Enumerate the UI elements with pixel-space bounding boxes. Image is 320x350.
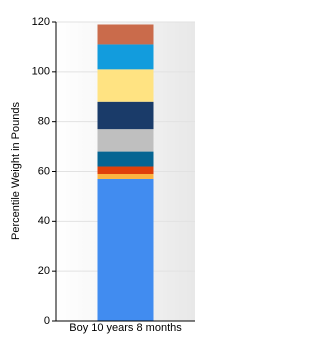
bar-segment — [97, 69, 154, 102]
y-tick-label: 100 — [32, 66, 50, 78]
bar-segment — [97, 173, 154, 179]
bar-segment — [97, 129, 154, 152]
bar-segment — [97, 24, 154, 45]
y-tick-label: 20 — [38, 265, 50, 277]
y-axis-label: Percentile Weight in Pounds — [10, 102, 22, 240]
y-tick-label: 120 — [32, 16, 50, 28]
bar-segment — [97, 151, 154, 167]
bar-segment — [97, 44, 154, 70]
y-tick-label: 60 — [38, 165, 50, 177]
chart: Percentile Weight in Pounds 0 20 40 60 80 100… — [10, 16, 195, 334]
bar-segment — [97, 101, 154, 130]
y-tick-label: 80 — [38, 116, 50, 128]
bar-segment — [97, 166, 154, 174]
x-tick-label: Boy 10 years 8 months — [69, 322, 182, 334]
y-tick-label: 40 — [38, 215, 50, 227]
bar-segment — [97, 178, 154, 321]
y-tick-label: 0 — [44, 315, 50, 327]
